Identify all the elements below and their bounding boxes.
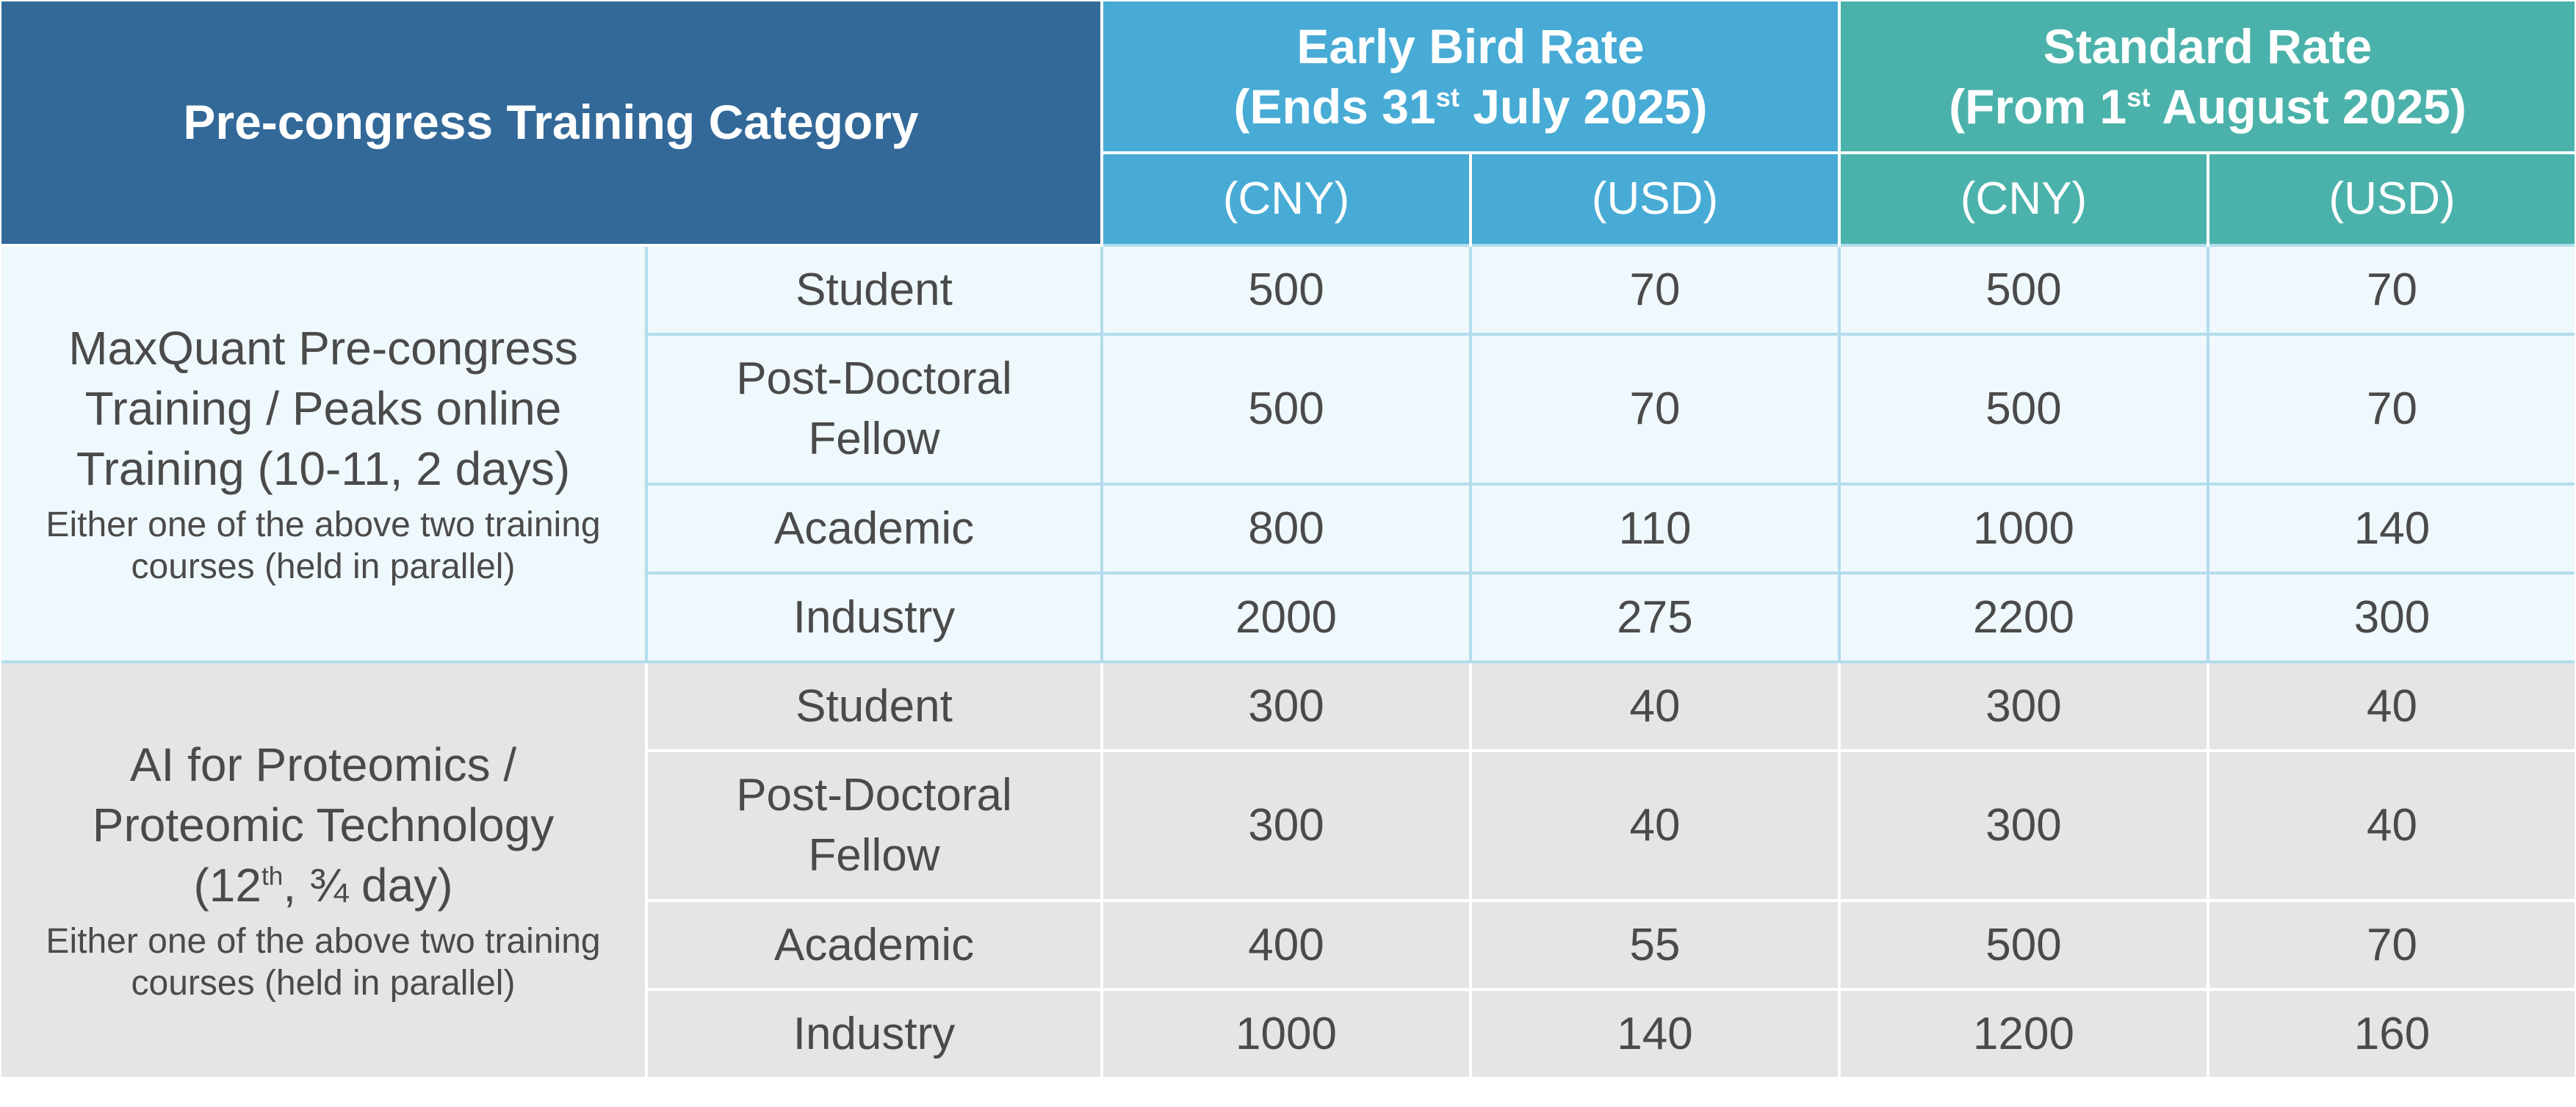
standard-title: Standard Rate (2043, 18, 2373, 73)
early-usd-value: 40 (1468, 660, 1841, 752)
standard-usd-value: 70 (2207, 333, 2575, 486)
header-early-bird: Early Bird Rate (Ends 31st July 2025) (1102, 1, 1841, 154)
registrant-type: Post-Doctoral Fellow (646, 333, 1103, 486)
table-row: Post-Doctoral Fellow 300 40 300 40 (1, 749, 2575, 902)
header-category-label: Pre-congress Training Category (183, 95, 919, 150)
course-maxquant: MaxQuant Pre-congress Training / Peaks o… (1, 244, 648, 663)
header-standard: Standard Rate (From 1st August 2025) (1839, 1, 2575, 154)
standard-usd-value: 40 (2207, 660, 2575, 752)
standard-cny-value: 1000 (1838, 483, 2210, 574)
course-note: Either one of the above two training cou… (46, 505, 601, 587)
early-bird-title: Early Bird Rate (1296, 18, 1645, 73)
standard-cny-value: 500 (1838, 244, 2210, 336)
early-cny-value: 400 (1100, 899, 1472, 991)
registrant-type: Industry (646, 988, 1103, 1080)
currency-row: (CNY) (USD) (CNY) (USD) (1, 153, 2575, 245)
standard-usd-value: 140 (2207, 483, 2575, 574)
table-row: MaxQuant Pre-congress Training / Peaks o… (1, 244, 2575, 663)
header-category: Pre-congress Training Category (1, 1, 1103, 247)
standard-cny-value: 500 (1838, 333, 2210, 486)
standard-cny-header: (CNY) (1839, 153, 2210, 245)
early-usd-value: 40 (1468, 749, 1841, 902)
early-usd-value: 55 (1468, 899, 1841, 991)
early-usd-value: 275 (1468, 571, 1841, 663)
standard-cny-value: 2200 (1838, 571, 2210, 663)
table-row: Academic 400 55 500 70 (1, 899, 2575, 991)
standard-date: (From 1st August 2025) (1949, 79, 2467, 134)
early-cny-value: 300 (1100, 660, 1472, 752)
early-cny-value: 1000 (1100, 988, 1472, 1080)
registrant-type: Industry (646, 571, 1103, 663)
early-cny-header: (CNY) (1102, 153, 1472, 245)
standard-usd-value: 160 (2207, 988, 2575, 1080)
early-cny-value: 300 (1100, 749, 1472, 902)
table-row: Post-Doctoral Fellow 500 70 500 70 (1, 333, 2575, 486)
table-row: Industry 1000 140 1200 160 (1, 988, 2575, 1080)
course-note: Either one of the above two training cou… (46, 921, 601, 1003)
course-ai-proteomics: AI for Proteomics / Proteomic Technology… (1, 660, 648, 1080)
standard-usd-value: 300 (2207, 571, 2575, 663)
registrant-type: Academic (646, 483, 1103, 574)
registrant-type: Post-Doctoral Fellow (646, 749, 1103, 902)
early-usd-value: 70 (1468, 244, 1841, 336)
registrant-type: Student (645, 244, 1103, 336)
table-row: Academic 800 110 1000 140 (1, 483, 2575, 574)
course-title: AI for Proteomics / Proteomic Technology… (92, 738, 555, 912)
early-cny-value: 2000 (1100, 571, 1472, 663)
table-row: Industry 2000 275 2200 300 (1, 571, 2575, 663)
standard-usd-value: 40 (2207, 749, 2575, 902)
course-title: MaxQuant Pre-congress Training / Peaks o… (68, 322, 578, 495)
registrant-type: Student (645, 660, 1103, 752)
standard-cny-value: 1200 (1838, 988, 2210, 1080)
early-cny-value: 800 (1100, 483, 1472, 574)
early-cny-value: 500 (1100, 244, 1472, 336)
fee-table: Pre-congress Training Category Early Bir… (1, 1, 2575, 1080)
early-usd-value: 140 (1468, 988, 1841, 1080)
standard-usd-value: 70 (2207, 899, 2575, 991)
standard-usd-value: 70 (2207, 244, 2575, 336)
early-usd-value: 110 (1468, 483, 1841, 574)
early-usd-header: (USD) (1471, 153, 1841, 245)
early-bird-date: (Ends 31st July 2025) (1233, 79, 1708, 134)
standard-cny-value: 500 (1838, 899, 2210, 991)
early-usd-value: 70 (1468, 333, 1841, 486)
early-cny-value: 500 (1100, 333, 1472, 486)
standard-cny-value: 300 (1838, 749, 2210, 902)
registrant-type: Academic (646, 899, 1103, 991)
header-row: Pre-congress Training Category Early Bir… (1, 1, 2575, 247)
table-row: AI for Proteomics / Proteomic Technology… (1, 660, 2575, 1080)
standard-usd-header: (USD) (2208, 153, 2575, 245)
standard-cny-value: 300 (1838, 660, 2210, 752)
